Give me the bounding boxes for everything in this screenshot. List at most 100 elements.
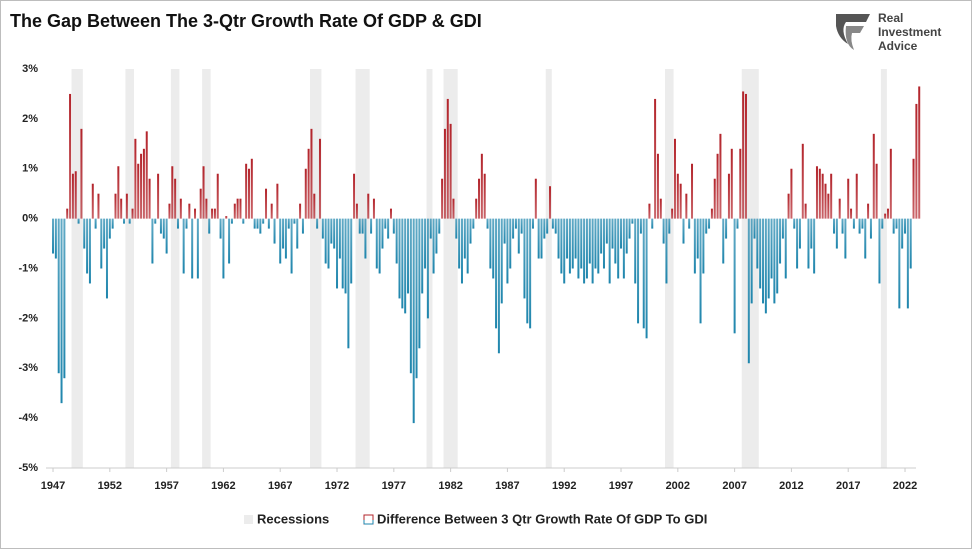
bar bbox=[867, 203, 870, 219]
y-tick-label: 1% bbox=[22, 163, 38, 175]
x-tick-label: 1962 bbox=[211, 480, 235, 492]
bar bbox=[793, 218, 796, 229]
bar bbox=[375, 218, 378, 269]
bar bbox=[350, 218, 353, 284]
bar bbox=[330, 218, 333, 244]
bar bbox=[247, 168, 250, 219]
bar bbox=[847, 178, 850, 219]
bar bbox=[341, 218, 344, 289]
bar bbox=[401, 218, 404, 309]
bar bbox=[830, 173, 833, 219]
bar bbox=[878, 218, 881, 284]
bar bbox=[176, 218, 179, 229]
bar bbox=[134, 138, 137, 219]
bar bbox=[665, 218, 668, 284]
recession-band bbox=[202, 69, 211, 468]
bar bbox=[347, 218, 350, 349]
bar bbox=[742, 91, 745, 219]
bar bbox=[693, 218, 696, 274]
bar bbox=[245, 163, 248, 219]
bar bbox=[398, 218, 401, 299]
bar bbox=[549, 186, 552, 219]
bar bbox=[850, 208, 853, 219]
bar bbox=[815, 166, 818, 219]
bar bbox=[162, 218, 165, 239]
bar bbox=[338, 218, 341, 259]
bar bbox=[909, 218, 912, 269]
bar bbox=[142, 148, 145, 219]
legend-swatch bbox=[363, 514, 374, 525]
bar bbox=[74, 171, 77, 219]
bar bbox=[918, 86, 921, 219]
bar bbox=[716, 153, 719, 219]
bar bbox=[611, 218, 614, 249]
bar bbox=[228, 218, 231, 264]
x-tick-label: 2017 bbox=[836, 480, 860, 492]
bar bbox=[66, 208, 69, 219]
bar bbox=[387, 218, 390, 239]
bar bbox=[898, 218, 901, 309]
bar bbox=[250, 158, 253, 219]
bar bbox=[759, 218, 762, 289]
bar bbox=[270, 203, 273, 219]
bar bbox=[443, 128, 446, 219]
bar bbox=[199, 188, 202, 219]
bar bbox=[901, 218, 904, 249]
bar bbox=[705, 218, 708, 234]
bar bbox=[404, 218, 407, 314]
bar bbox=[821, 173, 824, 219]
bar bbox=[157, 173, 160, 219]
bar bbox=[446, 98, 449, 219]
bar bbox=[355, 203, 358, 219]
bar bbox=[858, 218, 861, 234]
bar bbox=[213, 208, 216, 219]
bar bbox=[904, 218, 907, 234]
bar bbox=[256, 218, 259, 229]
legend-swatch bbox=[244, 515, 253, 524]
bar bbox=[801, 143, 804, 219]
bar bbox=[509, 218, 512, 269]
bar bbox=[702, 218, 705, 274]
bar bbox=[438, 218, 441, 234]
recession-band bbox=[665, 69, 674, 468]
bar bbox=[537, 218, 540, 259]
bar bbox=[293, 218, 296, 224]
bar bbox=[145, 131, 148, 219]
bar bbox=[318, 138, 321, 219]
bar bbox=[747, 218, 750, 364]
recession-band bbox=[545, 69, 552, 468]
bar bbox=[824, 183, 827, 219]
bar bbox=[827, 193, 830, 219]
bar bbox=[395, 218, 398, 264]
bar bbox=[526, 218, 529, 324]
recession-band bbox=[426, 69, 433, 468]
bar bbox=[884, 213, 887, 219]
bar bbox=[662, 218, 665, 244]
bar bbox=[605, 218, 608, 244]
bar bbox=[381, 218, 384, 249]
bar bbox=[634, 218, 637, 284]
bar bbox=[577, 218, 580, 279]
bar bbox=[497, 218, 500, 354]
bar bbox=[796, 218, 799, 269]
bar bbox=[253, 218, 256, 229]
bar bbox=[764, 218, 767, 314]
bar bbox=[60, 218, 63, 404]
bar bbox=[219, 218, 222, 239]
x-tick-label: 1987 bbox=[495, 480, 519, 492]
bar bbox=[529, 218, 532, 329]
bar bbox=[202, 166, 205, 219]
bar bbox=[750, 218, 753, 304]
bar bbox=[500, 218, 503, 304]
bar bbox=[654, 98, 657, 219]
bar bbox=[103, 218, 106, 249]
y-tick-label: 3% bbox=[22, 63, 38, 75]
bar bbox=[301, 218, 304, 234]
bar bbox=[384, 218, 387, 229]
bar bbox=[682, 218, 685, 244]
bar bbox=[370, 218, 373, 234]
bar bbox=[779, 218, 782, 264]
recession-band bbox=[71, 69, 83, 468]
bar bbox=[327, 218, 330, 269]
